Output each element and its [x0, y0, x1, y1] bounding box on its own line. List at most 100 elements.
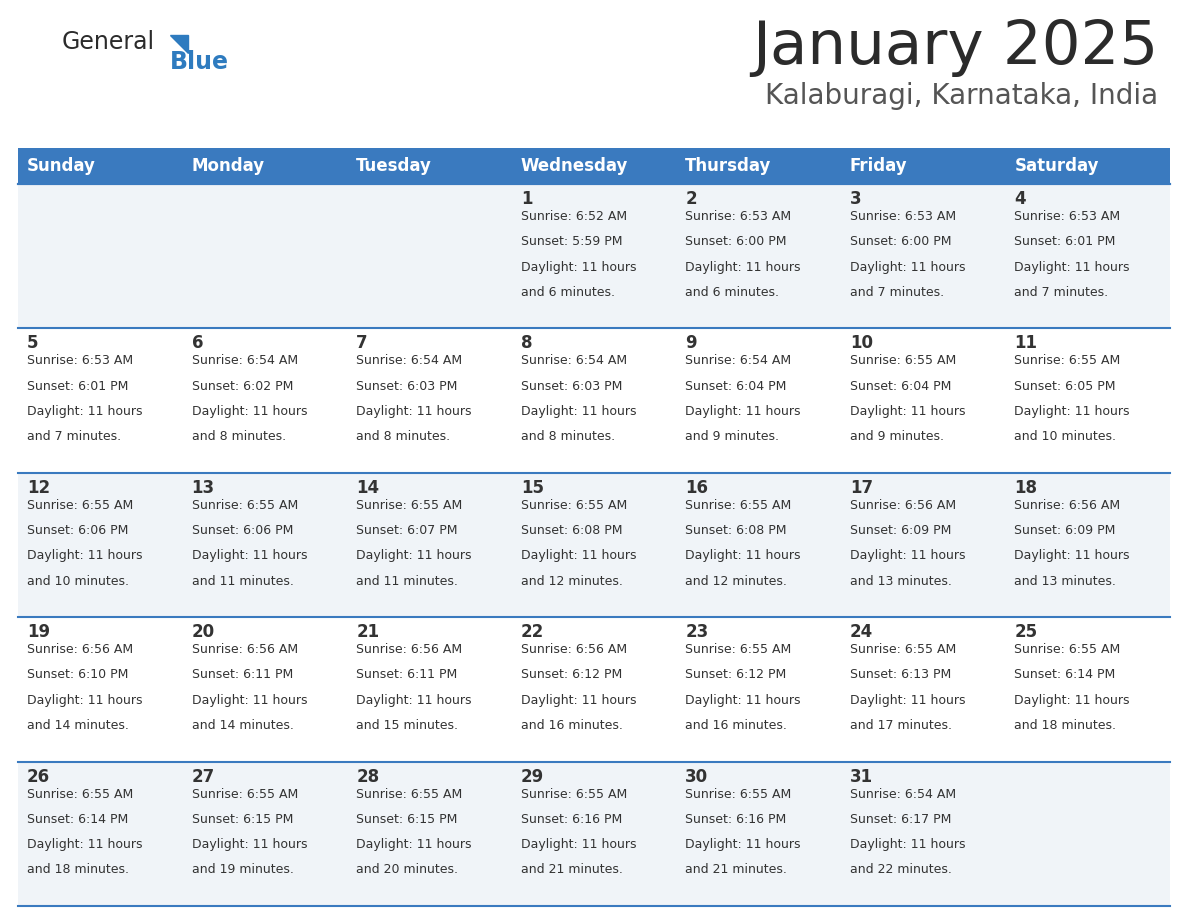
Text: and 11 minutes.: and 11 minutes.	[191, 575, 293, 588]
Text: Sunrise: 6:55 AM: Sunrise: 6:55 AM	[1015, 644, 1120, 656]
Text: Sunset: 6:03 PM: Sunset: 6:03 PM	[520, 380, 623, 393]
Text: 8: 8	[520, 334, 532, 353]
Text: Daylight: 11 hours: Daylight: 11 hours	[685, 694, 801, 707]
Bar	[18, 184, 183, 329]
Text: Daylight: 11 hours: Daylight: 11 hours	[685, 549, 801, 563]
Text: Daylight: 11 hours: Daylight: 11 hours	[191, 694, 307, 707]
Bar	[841, 329, 1005, 473]
Text: and 8 minutes.: and 8 minutes.	[356, 431, 450, 443]
Text: 9: 9	[685, 334, 697, 353]
Text: Sunset: 6:13 PM: Sunset: 6:13 PM	[849, 668, 952, 681]
Text: 3: 3	[849, 190, 861, 208]
Text: 5: 5	[27, 334, 38, 353]
Text: 31: 31	[849, 767, 873, 786]
Text: and 9 minutes.: and 9 minutes.	[849, 431, 943, 443]
Bar	[512, 617, 676, 762]
Text: Sunrise: 6:55 AM: Sunrise: 6:55 AM	[685, 788, 791, 800]
Text: Thursday: Thursday	[685, 157, 772, 175]
Text: 13: 13	[191, 479, 215, 497]
Text: Daylight: 11 hours: Daylight: 11 hours	[191, 838, 307, 851]
Text: Kalaburagi, Karnataka, India: Kalaburagi, Karnataka, India	[765, 82, 1158, 110]
Text: Sunset: 6:17 PM: Sunset: 6:17 PM	[849, 812, 952, 826]
Text: Sunrise: 6:56 AM: Sunrise: 6:56 AM	[27, 644, 133, 656]
Text: Sunset: 6:03 PM: Sunset: 6:03 PM	[356, 380, 457, 393]
Text: Sunset: 6:11 PM: Sunset: 6:11 PM	[191, 668, 292, 681]
Text: and 18 minutes.: and 18 minutes.	[27, 864, 129, 877]
Text: Sunset: 6:14 PM: Sunset: 6:14 PM	[27, 812, 128, 826]
Text: Daylight: 11 hours: Daylight: 11 hours	[356, 549, 472, 563]
Text: and 11 minutes.: and 11 minutes.	[356, 575, 459, 588]
Text: 30: 30	[685, 767, 708, 786]
Text: Sunrise: 6:56 AM: Sunrise: 6:56 AM	[1015, 498, 1120, 512]
Text: 21: 21	[356, 623, 379, 641]
Bar	[18, 329, 183, 473]
Text: Sunrise: 6:55 AM: Sunrise: 6:55 AM	[356, 788, 462, 800]
Text: 19: 19	[27, 623, 50, 641]
Text: Sunrise: 6:55 AM: Sunrise: 6:55 AM	[191, 788, 298, 800]
Polygon shape	[170, 35, 188, 53]
Bar	[841, 184, 1005, 329]
Text: Sunrise: 6:53 AM: Sunrise: 6:53 AM	[685, 210, 791, 223]
Text: 20: 20	[191, 623, 215, 641]
Text: 1: 1	[520, 190, 532, 208]
Text: Daylight: 11 hours: Daylight: 11 hours	[27, 694, 143, 707]
Text: 12: 12	[27, 479, 50, 497]
Text: and 7 minutes.: and 7 minutes.	[27, 431, 121, 443]
Bar	[841, 762, 1005, 906]
Text: Sunrise: 6:54 AM: Sunrise: 6:54 AM	[685, 354, 791, 367]
Text: Sunrise: 6:55 AM: Sunrise: 6:55 AM	[849, 354, 956, 367]
Text: Sunrise: 6:55 AM: Sunrise: 6:55 AM	[1015, 354, 1120, 367]
Bar	[1005, 184, 1170, 329]
Bar	[347, 617, 512, 762]
Text: Sunrise: 6:55 AM: Sunrise: 6:55 AM	[849, 644, 956, 656]
Text: and 22 minutes.: and 22 minutes.	[849, 864, 952, 877]
Bar	[183, 184, 347, 329]
Text: Sunrise: 6:55 AM: Sunrise: 6:55 AM	[520, 498, 627, 512]
Text: Sunset: 6:09 PM: Sunset: 6:09 PM	[1015, 524, 1116, 537]
Text: 15: 15	[520, 479, 544, 497]
Text: Daylight: 11 hours: Daylight: 11 hours	[27, 838, 143, 851]
Text: 10: 10	[849, 334, 873, 353]
Bar	[347, 329, 512, 473]
Text: and 6 minutes.: and 6 minutes.	[520, 285, 614, 299]
Bar	[1005, 762, 1170, 906]
Text: and 12 minutes.: and 12 minutes.	[685, 575, 788, 588]
Text: Sunrise: 6:52 AM: Sunrise: 6:52 AM	[520, 210, 627, 223]
Text: Sunset: 6:12 PM: Sunset: 6:12 PM	[685, 668, 786, 681]
Text: Sunset: 6:16 PM: Sunset: 6:16 PM	[685, 812, 786, 826]
Text: and 6 minutes.: and 6 minutes.	[685, 285, 779, 299]
Text: Daylight: 11 hours: Daylight: 11 hours	[27, 549, 143, 563]
Text: and 14 minutes.: and 14 minutes.	[191, 719, 293, 732]
Text: Tuesday: Tuesday	[356, 157, 432, 175]
Text: and 21 minutes.: and 21 minutes.	[520, 864, 623, 877]
Text: Daylight: 11 hours: Daylight: 11 hours	[356, 694, 472, 707]
Bar	[512, 329, 676, 473]
Bar	[18, 148, 183, 184]
Text: Daylight: 11 hours: Daylight: 11 hours	[520, 261, 637, 274]
Text: and 7 minutes.: and 7 minutes.	[849, 285, 944, 299]
Text: and 14 minutes.: and 14 minutes.	[27, 719, 128, 732]
Text: Daylight: 11 hours: Daylight: 11 hours	[520, 549, 637, 563]
Text: Daylight: 11 hours: Daylight: 11 hours	[1015, 549, 1130, 563]
Text: Sunrise: 6:55 AM: Sunrise: 6:55 AM	[685, 498, 791, 512]
Text: and 10 minutes.: and 10 minutes.	[27, 575, 129, 588]
Bar	[347, 473, 512, 617]
Text: Sunset: 6:01 PM: Sunset: 6:01 PM	[27, 380, 128, 393]
Bar	[18, 617, 183, 762]
Text: Sunrise: 6:55 AM: Sunrise: 6:55 AM	[356, 498, 462, 512]
Text: Daylight: 11 hours: Daylight: 11 hours	[685, 838, 801, 851]
Bar	[512, 762, 676, 906]
Text: Saturday: Saturday	[1015, 157, 1099, 175]
Bar	[1005, 473, 1170, 617]
Bar	[841, 617, 1005, 762]
Text: Daylight: 11 hours: Daylight: 11 hours	[520, 838, 637, 851]
Text: January 2025: January 2025	[752, 18, 1158, 77]
Text: 16: 16	[685, 479, 708, 497]
Text: Sunset: 6:16 PM: Sunset: 6:16 PM	[520, 812, 623, 826]
Text: 2: 2	[685, 190, 697, 208]
Text: Sunset: 6:08 PM: Sunset: 6:08 PM	[685, 524, 786, 537]
Text: Sunset: 6:15 PM: Sunset: 6:15 PM	[356, 812, 457, 826]
Bar	[512, 473, 676, 617]
Bar	[347, 148, 512, 184]
Bar	[676, 148, 841, 184]
